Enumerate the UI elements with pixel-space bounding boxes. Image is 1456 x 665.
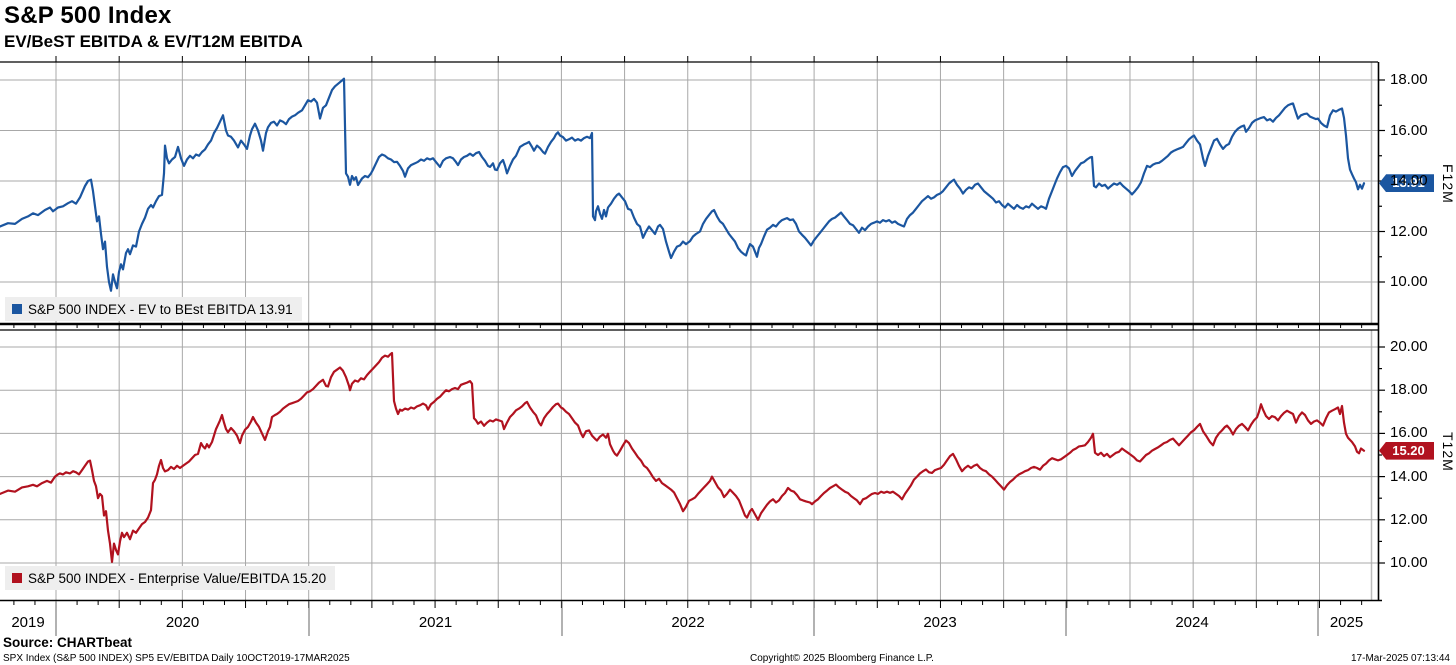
red-series-swatch-icon — [12, 573, 22, 583]
legend-f12m-label: S&P 500 INDEX - EV to BEst EBITDA 13.91 — [28, 301, 293, 317]
y-tick-label: 12.00 — [1390, 222, 1428, 240]
security-info: SPX Index (S&P 500 INDEX) SP5 EV/EBITDA … — [3, 653, 350, 664]
legend-t12m-label: S&P 500 INDEX - Enterprise Value/EBITDA … — [28, 570, 327, 586]
copyright-text: Copyright© 2025 Bloomberg Finance L.P. — [750, 653, 934, 664]
x-year-label-2025: 2025 — [1329, 614, 1364, 631]
x-year-label-2021: 2021 — [418, 614, 453, 631]
source-line: Source: CHARTbeat — [3, 635, 133, 650]
y-tick-label: 14.00 — [1390, 172, 1428, 189]
last-value-tag-t12m: 15.20 — [1379, 441, 1434, 460]
legend-t12m-series[interactable]: S&P 500 INDEX - Enterprise Value/EBITDA … — [5, 566, 336, 590]
axis-title-t12m: T12M — [1440, 432, 1456, 472]
timestamp: 17-Mar-2025 07:13:44 — [1351, 653, 1450, 664]
y-tick-label: 16.00 — [1390, 424, 1428, 442]
y-tick-label: 18.00 — [1390, 71, 1428, 88]
legend-f12m-series[interactable]: S&P 500 INDEX - EV to BEst EBITDA 13.91 — [5, 297, 302, 321]
x-year-label-2023: 2023 — [923, 614, 957, 631]
last-value-tag-f12m: 13.91 — [1379, 174, 1434, 193]
y-tick-label: 14.00 — [1390, 467, 1428, 485]
x-year-label-2024: 2024 — [1175, 614, 1209, 631]
page-title: S&P 500 Index — [4, 2, 172, 29]
y-tick-label: 18.00 — [1390, 381, 1428, 399]
x-year-label-2022: 2022 — [671, 614, 705, 631]
y-tick-label: 10.00 — [1390, 554, 1428, 571]
y-tick-label: 12.00 — [1390, 510, 1428, 528]
y-tick-label: 16.00 — [1390, 121, 1428, 139]
y-tick-label: 10.00 — [1390, 273, 1428, 290]
blue-series-swatch-icon — [12, 304, 22, 314]
axis-title-f12m: F12M — [1440, 164, 1456, 204]
page-subtitle: EV/BeST EBITDA & EV/T12M EBITDA — [4, 32, 303, 51]
x-year-label-2019: 2019 — [11, 614, 45, 631]
x-year-label-2020: 2020 — [165, 614, 200, 631]
y-tick-label: 20.00 — [1390, 338, 1428, 355]
